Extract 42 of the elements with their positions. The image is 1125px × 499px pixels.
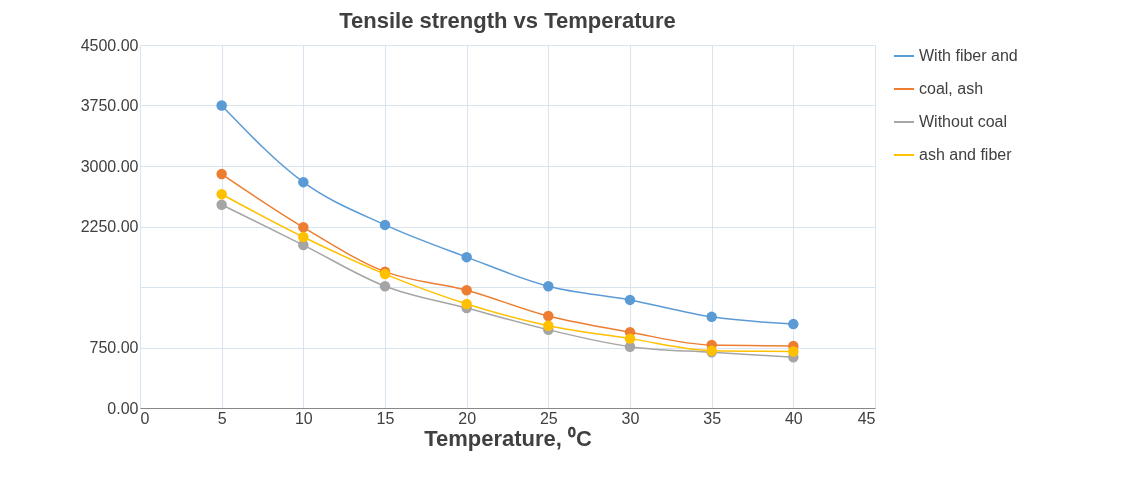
x-tick-label: 5 [217,409,227,427]
point [216,189,227,200]
x-tick-label: 20 [458,409,477,427]
point [216,168,227,180]
point [706,311,717,323]
point [298,222,309,233]
y-tick-label: 750.00 [89,339,139,356]
chart-title: Tensile strength vs Temperature [339,8,676,33]
point [543,320,554,331]
legend-label: ash and fiber [919,146,1013,163]
point [543,280,554,292]
point [461,298,472,310]
x-tick-label: 0 [140,409,150,427]
point [216,100,227,111]
x-tick-label: 15 [376,409,395,427]
x-axis-title: Temperature, ⁰C [424,425,592,451]
point [298,231,309,243]
point [788,346,799,357]
x-tick-label: 35 [703,409,722,427]
legend-label: Without coal [919,113,1008,130]
x-tick-label: 30 [621,409,640,427]
point [624,294,636,306]
y-tick-label: 3750.00 [80,97,139,114]
point [216,199,227,210]
legend-label: coal, ash [919,80,984,97]
x-tick-label: 45 [857,409,876,427]
point [379,219,391,231]
y-tick-label: 0.00 [107,399,139,417]
point [298,176,309,188]
y-tick-label: 3000.00 [80,157,139,175]
y-tick-label: 4500.00 [80,36,139,54]
y-tick-label: 2250.00 [80,218,139,235]
point [461,251,472,263]
point [624,333,636,344]
x-tick-label: 25 [539,409,558,427]
point [788,318,799,330]
x-tick-label: 10 [294,409,313,427]
legend-label: With fiber and [919,47,1018,64]
x-tick-label: 40 [784,409,803,427]
point [379,280,391,292]
point [461,284,472,296]
point [543,310,554,322]
